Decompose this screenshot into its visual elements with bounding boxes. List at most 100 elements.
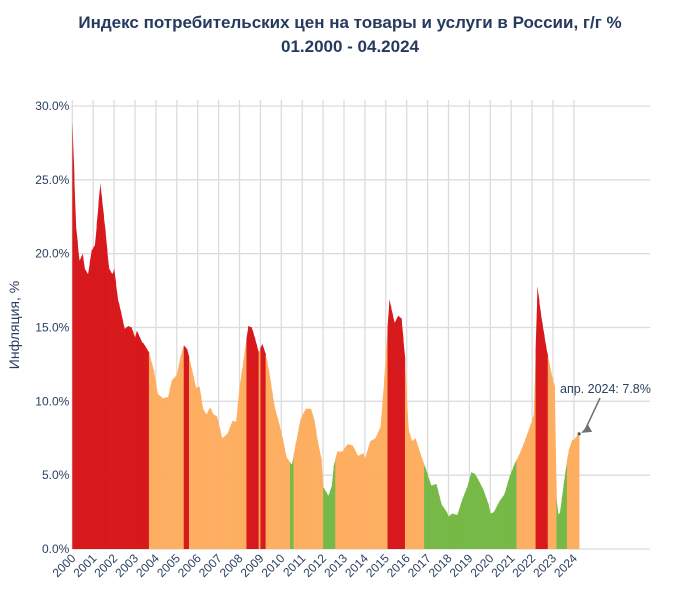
area-segment: [507, 476, 510, 549]
area-segment: [528, 424, 531, 549]
area-segment: [511, 467, 514, 549]
area-segment: [126, 326, 129, 549]
area-segment: [371, 439, 374, 549]
area-segment: [549, 364, 552, 549]
area-segment: [169, 380, 172, 549]
area-segment: [499, 499, 502, 549]
area-segment: [448, 515, 451, 549]
area-segment: [533, 349, 536, 549]
area-segment: [298, 419, 301, 549]
area-segment: [516, 456, 519, 549]
area-segment: [115, 283, 118, 549]
area-segment: [290, 462, 293, 549]
area-segment: [500, 496, 503, 549]
area-segment: [246, 326, 249, 549]
area-segment: [241, 362, 244, 549]
area-segment: [310, 408, 313, 549]
area-segment: [502, 494, 505, 549]
area-segment: [366, 447, 369, 549]
area-segment: [566, 450, 569, 549]
area-segment: [553, 379, 556, 549]
area-segment: [377, 430, 380, 549]
area-segment: [157, 393, 160, 549]
area-segment: [457, 509, 460, 549]
area-segment: [208, 407, 211, 549]
area-segment: [164, 397, 167, 549]
area-segment: [236, 404, 239, 549]
y-tick-label: 25.0%: [35, 173, 69, 187]
area-segment: [82, 253, 85, 549]
area-segment: [551, 373, 554, 549]
area-segment: [229, 424, 232, 549]
area-segment: [75, 224, 78, 549]
area-segment: [512, 463, 515, 549]
area-segment: [183, 345, 186, 549]
area-segment: [225, 433, 228, 549]
area-segment: [293, 445, 296, 549]
area-segment: [415, 438, 418, 549]
area-segment: [530, 420, 533, 549]
area-segment: [145, 346, 148, 549]
area-segment: [443, 507, 446, 549]
area-segment: [404, 358, 407, 549]
area-segment: [410, 435, 413, 549]
area-segment: [199, 386, 202, 549]
area-segment: [432, 484, 435, 549]
area-segment: [319, 450, 322, 549]
area-segment: [286, 457, 289, 549]
area-segment: [138, 334, 141, 549]
area-segment: [244, 338, 247, 549]
area-segment: [526, 429, 529, 549]
area-segment: [131, 327, 134, 549]
area-segment: [108, 268, 111, 549]
area-segment: [89, 250, 92, 550]
area-segment: [103, 215, 106, 550]
area-segment: [546, 346, 549, 549]
area-segment: [401, 318, 404, 549]
area-segment: [117, 297, 120, 549]
area-segment: [277, 419, 280, 549]
area-segment: [340, 451, 343, 549]
area-segment: [171, 378, 174, 549]
area-segment: [175, 374, 178, 549]
area-segment: [554, 386, 557, 549]
area-segment: [253, 333, 256, 549]
area-segment: [242, 350, 246, 549]
area-segment: [458, 504, 461, 549]
area-segment: [476, 476, 479, 549]
area-segment: [258, 348, 261, 549]
area-segment: [544, 335, 547, 549]
area-segment: [455, 514, 458, 549]
area-segment: [335, 451, 338, 549]
area-segment: [471, 472, 474, 549]
area-segment: [518, 453, 521, 549]
area-segment: [505, 482, 509, 549]
area-segment: [434, 484, 437, 549]
y-tick-label: 15.0%: [35, 321, 69, 335]
area-segment: [262, 343, 265, 549]
area-segment: [558, 512, 561, 549]
area-segment: [563, 472, 566, 549]
area-segment: [317, 442, 320, 549]
area-segment: [478, 479, 481, 549]
area-segment: [91, 247, 94, 549]
area-segment: [302, 412, 305, 549]
area-segment: [504, 488, 507, 549]
area-segment: [237, 386, 240, 549]
area-segment: [190, 364, 193, 549]
area-segment: [124, 327, 127, 549]
area-segment: [133, 332, 136, 549]
area-segment: [223, 435, 226, 549]
area-segment: [168, 388, 171, 549]
area-segment: [540, 314, 543, 549]
area-segment: [162, 397, 165, 549]
y-tick-label: 5.0%: [42, 468, 70, 482]
area-segment: [166, 396, 169, 549]
area-segment: [230, 420, 233, 549]
area-segment: [74, 172, 77, 549]
chart-title: Индекс потребительских цен на товары и у…: [78, 13, 621, 32]
area-segment: [387, 299, 390, 549]
area-segment: [296, 427, 300, 549]
area-segment: [331, 466, 334, 549]
area-segment: [107, 249, 110, 549]
